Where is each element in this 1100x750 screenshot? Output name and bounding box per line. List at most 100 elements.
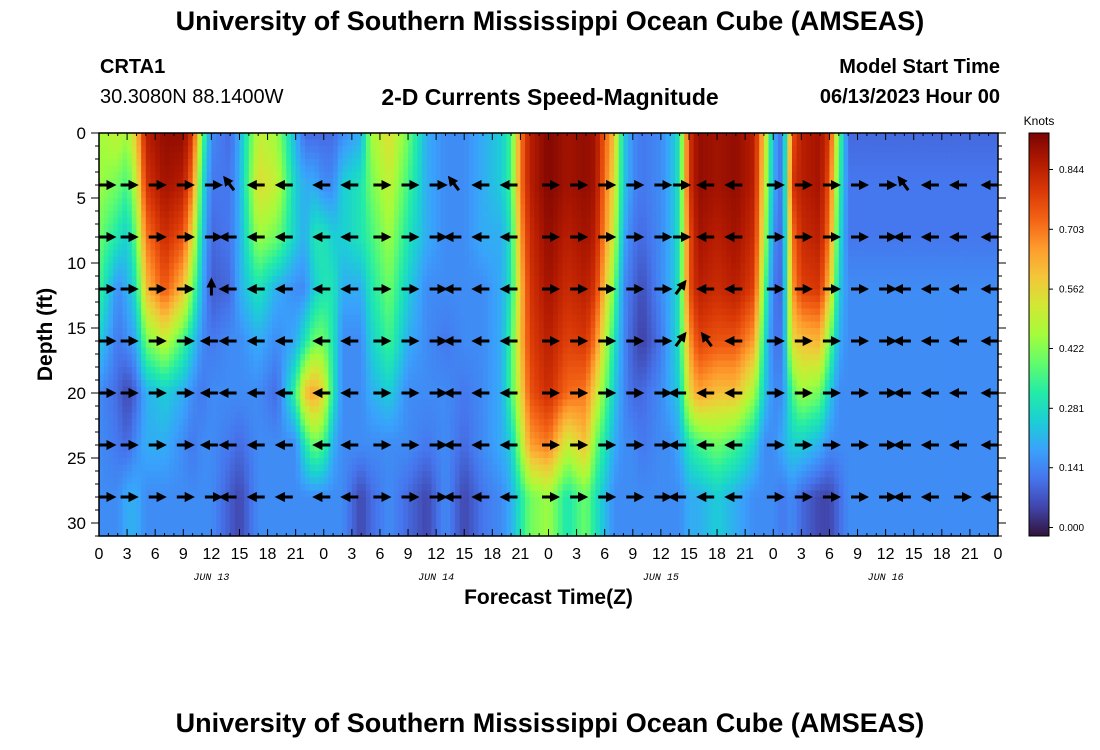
heatmap-cell	[375, 341, 381, 348]
heatmap-cell	[173, 503, 179, 511]
heatmap-cell	[408, 159, 414, 166]
heatmap-cell	[365, 510, 371, 517]
heatmap-cell	[361, 308, 367, 316]
heatmap-cell	[319, 510, 325, 517]
heatmap-cell	[225, 484, 231, 491]
current-speed-heatmap: 0 3 6 9 12 15 18 21 0 3 6 9 12 15 18 21 0 3 6 9 12 15 18 21 0 3 6 9…	[34, 114, 1084, 609]
heatmap-cell	[431, 354, 437, 361]
heatmap-cell	[450, 516, 456, 524]
heatmap-cell	[422, 282, 428, 290]
heatmap-cell	[234, 360, 240, 368]
heatmap-cell	[164, 360, 170, 368]
heatmap-cell	[295, 438, 301, 446]
heatmap-cell	[417, 172, 423, 179]
heatmap-cell	[281, 373, 287, 381]
heatmap-cell	[309, 295, 315, 303]
heatmap-cell	[379, 399, 386, 407]
heatmap-cell	[314, 250, 320, 257]
heatmap-cell	[159, 477, 165, 485]
heatmap-cell	[426, 347, 432, 355]
heatmap-cell	[375, 230, 381, 238]
heatmap-cell	[164, 458, 170, 465]
heatmap-cell	[290, 425, 297, 433]
heatmap-cell	[436, 302, 442, 309]
heatmap-cell	[431, 516, 437, 524]
heatmap-cell	[290, 211, 297, 218]
heatmap-cell	[436, 367, 442, 374]
heatmap-cell	[197, 250, 203, 257]
heatmap-cell	[370, 432, 376, 439]
heatmap-cell	[319, 360, 325, 368]
heatmap-cell	[164, 341, 170, 348]
heatmap-cell	[440, 399, 446, 407]
heatmap-cell	[440, 412, 446, 420]
heatmap-cell	[206, 347, 212, 355]
heatmap-cell	[244, 230, 250, 238]
heatmap-cell	[202, 191, 208, 199]
heatmap-cell	[216, 315, 222, 322]
heatmap-cell	[342, 510, 348, 517]
heatmap-cell	[365, 490, 371, 498]
heatmap-cell	[323, 445, 329, 452]
heatmap-cell	[342, 529, 348, 537]
heatmap-cell	[197, 497, 203, 504]
heatmap-cell	[99, 191, 105, 199]
heatmap-cell	[281, 308, 287, 316]
heatmap-cell	[459, 165, 465, 173]
heatmap-cell	[384, 354, 390, 361]
heatmap-cell	[234, 445, 240, 452]
heatmap-cell	[305, 503, 311, 511]
heatmap-cell	[337, 445, 343, 452]
heatmap-cell	[164, 211, 170, 218]
heatmap-cell	[169, 217, 175, 225]
heatmap-cell	[431, 269, 437, 277]
heatmap-cell	[248, 360, 254, 368]
heatmap-cell	[445, 464, 451, 472]
heatmap-cell	[131, 250, 137, 257]
heatmap-cell	[319, 412, 325, 420]
heatmap-cell	[361, 256, 367, 264]
heatmap-cell	[131, 484, 137, 491]
heatmap-cell	[422, 464, 428, 472]
heatmap-cell	[258, 152, 264, 160]
heatmap-cell	[122, 276, 128, 283]
heatmap-cell	[258, 243, 264, 251]
heatmap-cell	[468, 263, 474, 270]
heatmap-cell	[192, 217, 198, 225]
heatmap-cell	[328, 523, 334, 530]
heatmap-cell	[333, 497, 339, 504]
heatmap-cell	[178, 471, 184, 478]
heatmap-cell	[220, 451, 226, 459]
heatmap-cell	[286, 503, 292, 511]
heatmap-cell	[220, 347, 226, 355]
heatmap-cell	[276, 432, 283, 439]
heatmap-cell	[454, 321, 460, 329]
heatmap-cell	[342, 373, 348, 381]
heatmap-cell	[422, 334, 428, 342]
heatmap-cell	[267, 451, 273, 459]
heatmap-cell	[436, 516, 442, 524]
heatmap-cell	[422, 516, 428, 524]
heatmap-cell	[370, 445, 376, 452]
heatmap-cell	[464, 263, 470, 270]
heatmap-cell	[305, 334, 311, 342]
heatmap-cell	[351, 477, 357, 485]
heatmap-cell	[464, 458, 470, 465]
heatmap-cell	[361, 529, 367, 537]
heatmap-cell	[412, 367, 418, 374]
heatmap-cell	[239, 412, 245, 420]
heatmap-cell	[450, 256, 456, 264]
heatmap-cell	[309, 133, 315, 140]
heatmap-cell	[262, 139, 268, 147]
heatmap-cell	[356, 295, 362, 303]
heatmap-cell	[141, 529, 147, 537]
heatmap-cell	[422, 263, 428, 270]
heatmap-cell	[267, 198, 273, 205]
heatmap-cell	[272, 529, 278, 537]
heatmap-cell	[379, 146, 386, 153]
heatmap-cell	[136, 321, 142, 329]
heatmap-cell	[211, 224, 217, 231]
heatmap-cell	[431, 133, 437, 140]
heatmap-cell	[393, 256, 400, 264]
heatmap-cell	[351, 133, 357, 140]
